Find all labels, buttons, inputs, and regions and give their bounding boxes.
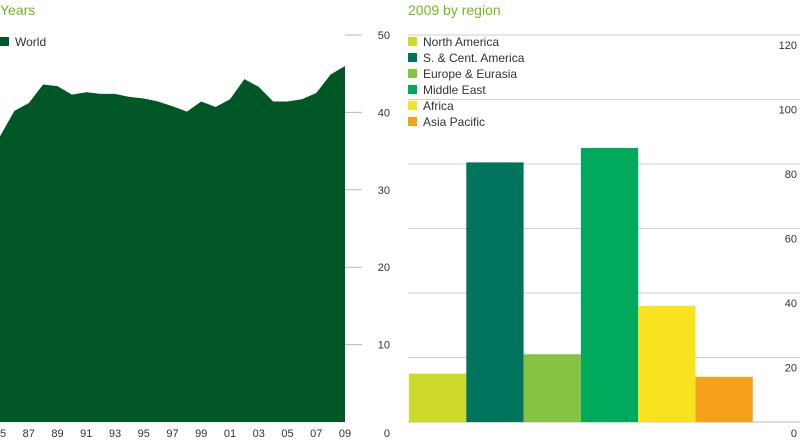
left-x-tick-label: 97 — [166, 428, 178, 440]
left-y-tick-label: 40 — [378, 107, 390, 119]
legend-swatch — [408, 101, 417, 110]
left-x-tick-label: 91 — [80, 428, 92, 440]
legend-label: Africa — [423, 99, 454, 113]
legend-label: Europe & Eurasia — [423, 67, 517, 81]
left-x-tick-label: 89 — [51, 428, 63, 440]
right-panel: 2009 by region 0 20 40 60 80 100 120 North Ame… — [408, 2, 800, 440]
left-panel-title: Years — [0, 2, 35, 18]
legend-label: Middle East — [423, 83, 486, 97]
left-y-tick-label: 20 — [378, 262, 390, 274]
legend-label: Asia Pacific — [423, 115, 485, 129]
bar-asia-pacific — [695, 376, 753, 422]
left-x-tick-label: 07 — [310, 428, 322, 440]
left-legend: World — [0, 35, 46, 49]
left-x-tick-label: 95 — [138, 428, 150, 440]
world-area — [0, 65, 345, 423]
right-y-tick-label: 120 — [779, 40, 797, 52]
right-y-tick-label: 0 — [791, 428, 797, 440]
right-y-tick-label: 100 — [779, 105, 797, 117]
left-x-tick-label: 05 — [281, 428, 293, 440]
legend-swatch-world — [0, 37, 9, 46]
right-bars — [409, 147, 753, 423]
right-y-tick-label: 80 — [785, 169, 797, 181]
legend-label: S. & Cent. America — [423, 51, 525, 65]
left-y-tick-label: 0 — [384, 428, 390, 440]
left-x-tick-label: 99 — [195, 428, 207, 440]
right-y-tick-label: 40 — [785, 298, 797, 310]
bar-north-america — [409, 373, 467, 423]
legend-swatch — [408, 117, 417, 126]
right-y-tick-label: 20 — [785, 363, 797, 375]
right-y-tick-label: 60 — [785, 234, 797, 246]
legend-swatch — [408, 69, 417, 78]
left-panel: Years 0 10 20 30 40 50 85 87 89 91 93 95 97 99 01 03 05… — [0, 2, 390, 440]
legend-label: North America — [423, 35, 499, 49]
bar-s-cent-america — [466, 162, 524, 422]
right-panel-title: 2009 by region — [408, 2, 501, 18]
left-x-tick-label: 03 — [253, 428, 265, 440]
bar-middle-east — [580, 147, 639, 423]
left-x-tick-label: 01 — [224, 428, 236, 440]
bar-europe-eurasia — [523, 354, 581, 422]
left-x-tick-label: 85 — [0, 428, 6, 440]
right-legend: North America S. & Cent. America Europe & … — [408, 35, 525, 129]
legend-swatch — [408, 85, 417, 94]
left-gridlines — [345, 34, 362, 346]
left-y-tick-label: 10 — [378, 340, 390, 352]
legend-label-world: World — [15, 35, 46, 49]
left-y-axis: 0 10 20 30 40 50 — [378, 30, 390, 440]
left-y-tick-label: 50 — [378, 30, 390, 42]
left-x-axis: 85 87 89 91 93 95 97 99 01 03 05 07 09 — [0, 428, 351, 440]
legend-swatch — [408, 37, 417, 46]
right-y-axis: 0 20 40 60 80 100 120 — [779, 40, 797, 440]
left-x-tick-label: 09 — [339, 428, 351, 440]
left-y-tick-label: 30 — [378, 185, 390, 197]
legend-swatch — [408, 53, 417, 62]
bar-africa — [638, 305, 696, 422]
left-x-tick-label: 87 — [23, 428, 35, 440]
left-x-tick-label: 93 — [109, 428, 121, 440]
